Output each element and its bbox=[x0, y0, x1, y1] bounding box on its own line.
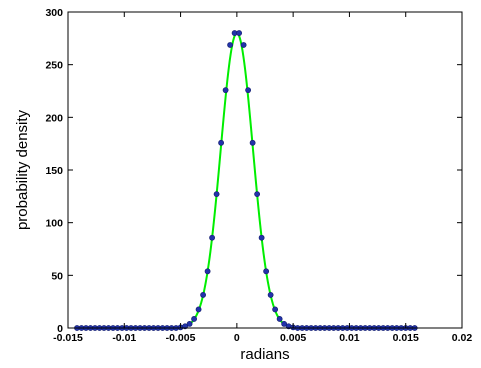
data-point bbox=[240, 42, 247, 48]
data-point bbox=[200, 292, 206, 298]
y-tick-label: 100 bbox=[45, 218, 63, 230]
data-point bbox=[204, 268, 211, 275]
data-point bbox=[263, 268, 270, 275]
plot-background bbox=[68, 12, 462, 328]
data-point bbox=[249, 139, 256, 146]
x-tick-label: 0 bbox=[234, 332, 240, 344]
data-point bbox=[222, 87, 229, 94]
data-point bbox=[272, 306, 279, 313]
data-point bbox=[258, 234, 265, 241]
data-point bbox=[213, 191, 220, 198]
ticks: -0.015 -0.01 -0.005 0 0.005 0.01 0.015 0.02 0 50 1… bbox=[45, 7, 472, 344]
y-tick-label: 0 bbox=[57, 323, 63, 335]
x-tick-label: 0.005 bbox=[280, 332, 306, 344]
data-point bbox=[236, 30, 243, 36]
data-point bbox=[281, 320, 288, 327]
x-tick-label: -0.01 bbox=[112, 332, 136, 344]
data-point bbox=[227, 42, 233, 48]
plot-area bbox=[68, 12, 462, 328]
data-point bbox=[186, 320, 193, 327]
data-point bbox=[209, 234, 215, 241]
y-tick-label: 250 bbox=[45, 60, 63, 72]
x-tick-label: 0.015 bbox=[393, 332, 419, 344]
data-point bbox=[254, 191, 261, 198]
y-axis-label: probability density bbox=[14, 109, 31, 230]
y-tick-label: 50 bbox=[51, 270, 63, 282]
y-tick-label: 150 bbox=[45, 165, 63, 177]
x-tick-label: -0.005 bbox=[166, 332, 196, 344]
data-point bbox=[245, 87, 252, 94]
data-point bbox=[191, 316, 197, 322]
data-point bbox=[267, 292, 274, 298]
data-point bbox=[276, 316, 283, 322]
y-tick-label: 200 bbox=[45, 112, 63, 124]
x-axis-label: radians bbox=[240, 346, 289, 363]
x-tick-label: -0.015 bbox=[53, 332, 83, 344]
x-tick-label: 0.01 bbox=[339, 332, 360, 344]
x-tick-label: 0.02 bbox=[452, 332, 473, 344]
y-tick-label: 300 bbox=[45, 7, 63, 19]
data-point bbox=[218, 139, 224, 146]
data-point bbox=[195, 306, 202, 313]
